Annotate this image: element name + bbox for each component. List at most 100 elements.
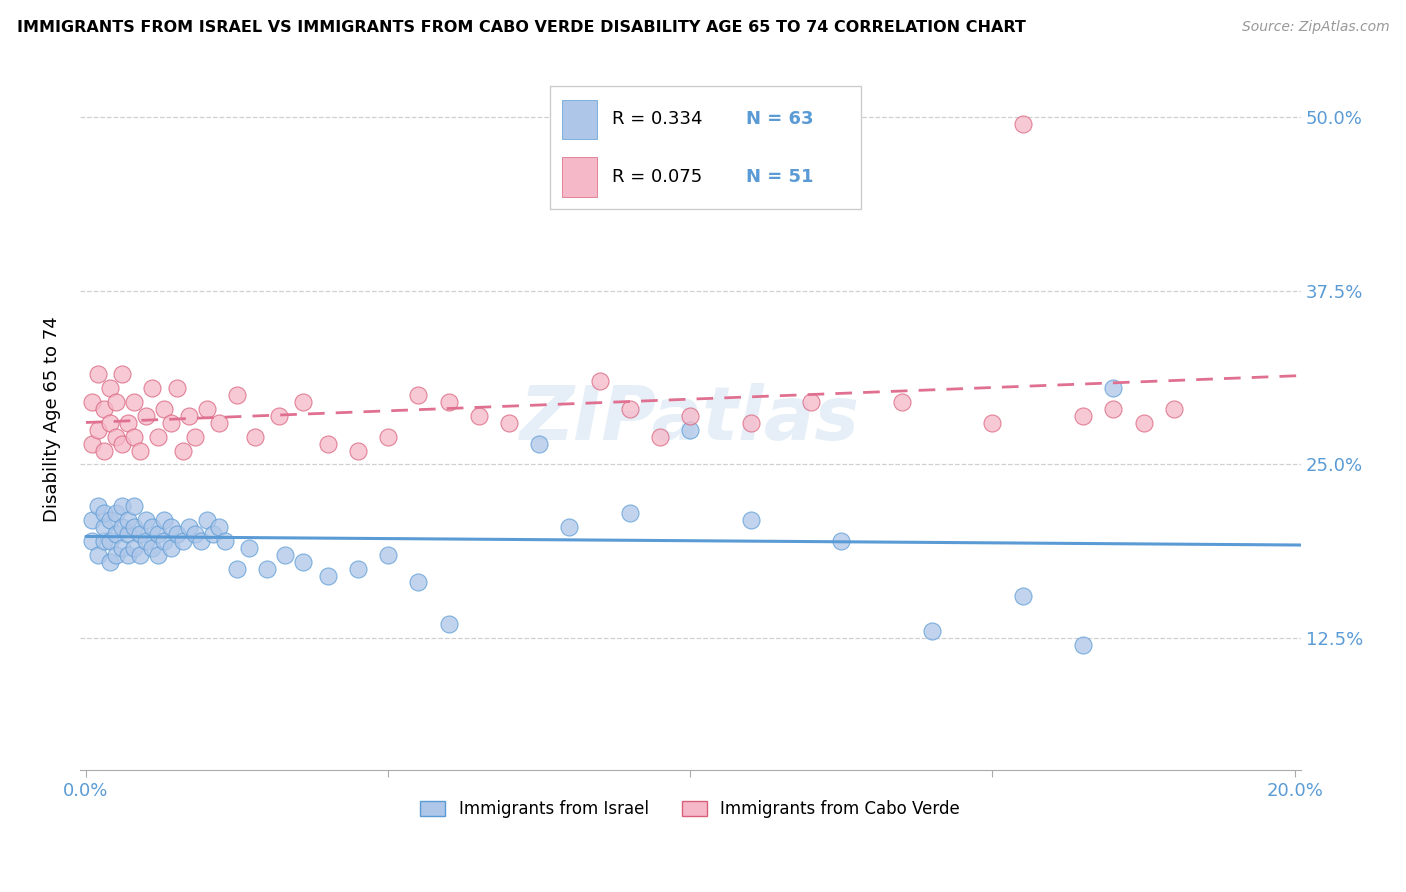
Point <box>1132 416 1154 430</box>
Point <box>292 395 315 409</box>
Point <box>377 429 399 443</box>
Point <box>141 541 163 555</box>
Point <box>105 526 128 541</box>
Point <box>129 526 152 541</box>
Point <box>921 624 943 639</box>
Point <box>437 617 460 632</box>
Point <box>316 568 339 582</box>
Point <box>292 555 315 569</box>
Point <box>408 388 430 402</box>
Point <box>190 533 212 548</box>
Point <box>111 541 134 555</box>
Point <box>890 395 912 409</box>
Text: IMMIGRANTS FROM ISRAEL VS IMMIGRANTS FROM CABO VERDE DISABILITY AGE 65 TO 74 COR: IMMIGRANTS FROM ISRAEL VS IMMIGRANTS FRO… <box>17 20 1026 35</box>
Point <box>740 513 762 527</box>
Point <box>141 381 163 395</box>
Point <box>166 381 188 395</box>
Point <box>740 416 762 430</box>
Point <box>648 429 671 443</box>
Point <box>238 541 260 555</box>
Point <box>117 526 139 541</box>
Point <box>148 526 170 541</box>
Point <box>172 443 194 458</box>
Point <box>117 548 139 562</box>
Point <box>226 388 249 402</box>
Point <box>122 499 145 513</box>
Point <box>105 395 128 409</box>
Point <box>800 395 823 409</box>
Point <box>527 436 550 450</box>
Point <box>558 520 581 534</box>
Point <box>467 409 489 423</box>
Point <box>183 526 205 541</box>
Point <box>80 533 103 548</box>
Point <box>679 409 702 423</box>
Point <box>93 520 115 534</box>
Point <box>830 533 852 548</box>
Point <box>93 401 115 416</box>
Point <box>177 409 200 423</box>
Point <box>208 520 231 534</box>
Point <box>183 429 205 443</box>
Point <box>1071 409 1094 423</box>
Point <box>98 416 121 430</box>
Point <box>1102 401 1125 416</box>
Point <box>105 429 128 443</box>
Point <box>129 443 152 458</box>
Point <box>347 443 370 458</box>
Point <box>159 520 181 534</box>
Point <box>208 416 231 430</box>
Point <box>316 436 339 450</box>
Point <box>177 520 200 534</box>
Point <box>141 520 163 534</box>
Point <box>1011 117 1033 131</box>
Point <box>269 409 291 423</box>
Point <box>1102 381 1125 395</box>
Point <box>498 416 520 430</box>
Point <box>195 513 218 527</box>
Point <box>80 513 103 527</box>
Point <box>80 395 103 409</box>
Point <box>135 533 157 548</box>
Point <box>166 526 188 541</box>
Point <box>122 520 145 534</box>
Point <box>105 506 128 520</box>
Point <box>148 429 170 443</box>
Point <box>148 548 170 562</box>
Point <box>1071 638 1094 652</box>
Point <box>93 506 115 520</box>
Point <box>117 513 139 527</box>
Point <box>172 533 194 548</box>
Point <box>105 548 128 562</box>
Point <box>159 416 181 430</box>
Point <box>135 513 157 527</box>
Point <box>122 429 145 443</box>
Point <box>111 499 134 513</box>
Point <box>195 401 218 416</box>
Point <box>201 526 224 541</box>
Point <box>87 367 110 381</box>
Point <box>274 548 297 562</box>
Point <box>437 395 460 409</box>
Point <box>214 533 236 548</box>
Point <box>153 533 176 548</box>
Point <box>1163 401 1185 416</box>
Point <box>98 513 121 527</box>
Point <box>93 443 115 458</box>
Point <box>111 520 134 534</box>
Point <box>243 429 266 443</box>
Point <box>80 436 103 450</box>
Point <box>679 423 702 437</box>
Y-axis label: Disability Age 65 to 74: Disability Age 65 to 74 <box>44 317 60 522</box>
Point <box>98 381 121 395</box>
Point <box>122 395 145 409</box>
Point <box>347 561 370 575</box>
Point <box>619 401 641 416</box>
Point <box>226 561 249 575</box>
Point <box>111 367 134 381</box>
Point <box>122 541 145 555</box>
Point <box>98 555 121 569</box>
Point <box>87 548 110 562</box>
Point <box>129 548 152 562</box>
Point <box>87 499 110 513</box>
